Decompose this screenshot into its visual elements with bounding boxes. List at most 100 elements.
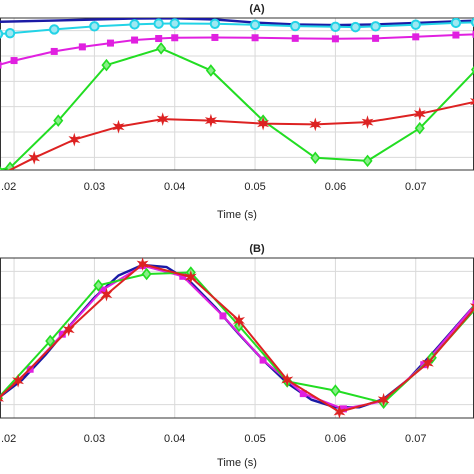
panel-a-series-4-point-3 [112,119,125,134]
panel-a-series-1-point-0 [0,29,4,39]
panel-a-series-3-point-3 [101,58,112,72]
panel-a-series-4-point-0 [0,171,3,182]
panel-a-series-4-point-9 [413,106,426,121]
panel-a-series-2-point-13 [412,33,420,41]
panel-a-series-2-point-12 [372,34,380,42]
panel-a-series-1-point-10 [330,21,341,33]
panel-a-series-2-point-5 [131,36,139,44]
panel-a-series-2-point-7 [171,34,179,42]
panel-b-series-3-point-1 [12,373,24,388]
panel-a-series-2 [0,30,474,69]
panel-b-x-tick-label-0: .02 [1,433,16,445]
panel-a-series-2-point-8 [211,33,219,41]
panel-a-series-4-point-6 [257,116,270,131]
panel-b-x-tick-label-4: 0.06 [325,433,346,445]
panel-a-series-4-point-5 [204,113,217,128]
panel-a-series-1-point-8 [249,19,261,31]
panel-b-series-1-point-7 [259,356,267,364]
panel-a-series-3-point-0 [0,166,4,170]
panel-b-series-3-line [0,263,474,413]
panel-a-series-3-point-9 [414,121,425,135]
panel-a-series-2-point-0 [0,61,2,69]
panel-b-x-tick-label-3: 0.05 [244,433,265,445]
panel-a-series-1-point-12 [370,21,381,32]
panel-a-series-2-point-2 [50,47,58,55]
panel-a-series-2-point-4 [106,39,114,47]
panel-a-x-tick-label-2: 0.04 [164,181,185,193]
panel-b-x-tick-label-1: 0.03 [84,433,105,445]
panel-b-series-3-point-9 [377,392,390,407]
panel-b-series-3-point-3 [100,287,113,302]
panel-a-series-3-point-8 [362,154,373,168]
panel-a-series-2-point-14 [452,31,460,39]
panel-a-series-4-point-8 [361,115,374,129]
panel-a-title: (A) [249,3,265,15]
panel-b-series-2-point-1 [45,334,56,348]
panel-b-series-3-point-7 [281,373,294,387]
panel-a-gridlines [0,18,474,170]
panel-b-series-2-point-2 [93,279,104,292]
panel-b-series-3-point-5 [184,270,197,284]
panel-b-x-axis-label: Time (s) [217,457,257,469]
panel-a-series-1-point-3 [89,21,100,32]
panel-a-series-2-point-10 [291,34,299,42]
panel-a-x-tick-label-0: .02 [1,181,16,193]
panel-a-axes-frame [0,17,474,171]
panel-b-x-tick-label-5: 0.07 [405,433,426,445]
panel-b-series-2-point-3 [141,267,152,281]
panel-a-line-chart: .02 0.03 0.04 0.05 0.06 0.07 Time (s) (A) [0,3,474,221]
panel-a-series-1-point-13 [410,19,421,30]
panel-a-series-1-point-9 [290,20,301,32]
panel-a-series-1-line [0,21,474,35]
panel-a-x-tick-label-5: 0.07 [405,181,426,193]
panel-a-series-1-point-5 [153,18,164,29]
panel-a-series-1-point-7 [209,18,221,29]
panel-a-series-2-point-1 [10,57,18,65]
panel-a-series-1-point-2 [49,24,60,35]
panel-b-gridlines [0,258,474,418]
panel-b-series-1 [0,262,474,413]
panel-b-x-tick-label-2: 0.04 [164,433,185,445]
panel-a-series-1-point-15 [470,18,474,28]
panel-a-series-4-point-7 [309,117,322,132]
panel-a-series-3-line [0,47,474,170]
panel-a-series-3-point-5 [205,64,216,77]
panel-a-series-4 [0,98,474,182]
panel-b-series-2-point-7 [330,384,341,397]
panel-a-series-1-point-6 [169,18,180,29]
panel-b-series-3-point-0 [0,394,4,402]
panel-a-series-3-point-7 [310,151,321,165]
panel-a-series-1-point-4 [129,19,140,30]
panel-b-series-3-point-11 [470,303,474,311]
panel-a-series-2-point-9 [251,34,259,42]
panel-a-series-1 [0,18,474,39]
panel-b-series-1-line [0,264,474,410]
panel-a-series-4-point-10 [470,98,474,105]
panel-a-series-2-point-3 [78,43,86,51]
panel-a-series-3-point-4 [156,42,167,55]
panel-a-series-2-point-6 [155,35,163,43]
panel-a-x-tick-label-1: 0.03 [84,181,105,193]
panel-b-axes-frame [0,257,474,419]
panel-b-title: (B) [249,243,265,255]
panel-a-x-tick-label-3: 0.05 [244,181,265,193]
panel-b-series-3 [0,258,474,418]
panel-b-series-3-point-2 [62,322,75,337]
panel-b-series-3-point-6 [233,313,245,328]
panel-a-series-1-point-14 [450,18,462,29]
panel-a-series-1-point-11 [350,21,361,33]
panel-a-series-4-point-2 [68,132,81,147]
panel-b-series-1-point-6 [219,312,227,320]
panel-a-series-3-point-2 [53,114,64,127]
panel-a-x-tick-label-4: 0.06 [325,181,346,193]
panel-b-line-chart: .02 0.03 0.04 0.05 0.06 0.07 Time (s) (B) [0,243,474,469]
panel-a-series-4-point-1 [28,150,41,165]
panel-a-series-2-line [0,33,474,66]
panel-b-series-3-point-8 [333,405,346,418]
panel-a-series-1-point-1 [4,28,16,39]
panel-a-series-2-point-11 [331,35,339,43]
panel-a-series-3 [0,42,474,170]
panel-b-series-2 [0,266,474,410]
panel-b-series-3-point-4 [136,258,149,271]
